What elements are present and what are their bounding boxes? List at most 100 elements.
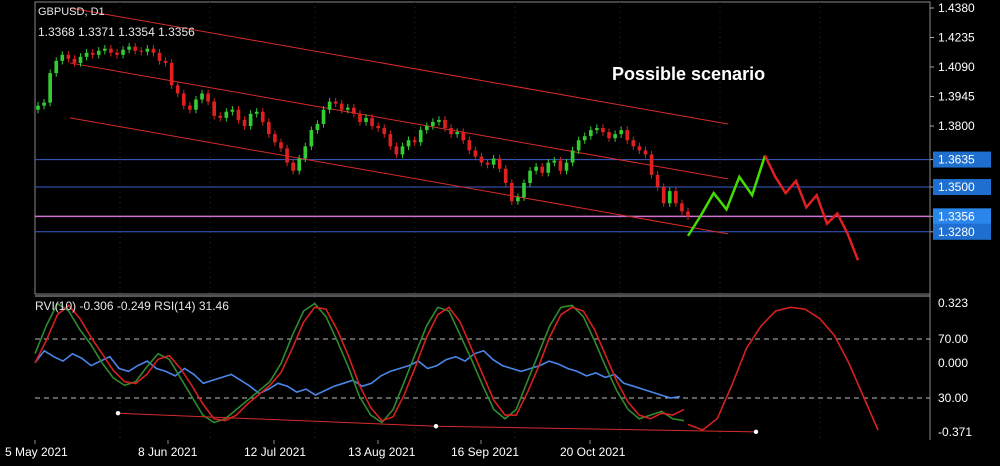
level-layer	[35, 159, 930, 233]
candle-body	[661, 187, 666, 204]
candle	[473, 146, 478, 161]
candle	[84, 49, 89, 61]
candle	[352, 104, 356, 118]
candle-body	[406, 140, 411, 147]
price-badge-6	[933, 179, 991, 196]
candle	[443, 116, 447, 132]
candle-body	[376, 126, 381, 129]
candle	[607, 128, 611, 142]
candle-body	[224, 111, 229, 118]
candle	[327, 97, 332, 114]
candle-body	[418, 130, 423, 143]
candle	[339, 99, 344, 114]
candle	[437, 116, 441, 126]
candle-body	[686, 211, 690, 217]
candle-body	[637, 146, 642, 151]
candle-body	[200, 93, 204, 100]
candle-body	[370, 117, 374, 126]
candle	[601, 124, 605, 136]
ohlc-label: 1.3368 1.3371 1.3354 1.3356	[38, 25, 195, 39]
candle-body	[497, 158, 502, 169]
candle-body	[455, 132, 459, 135]
candle	[175, 81, 180, 98]
candle	[552, 156, 557, 167]
candle-body	[625, 130, 630, 141]
candle	[625, 126, 630, 144]
axis-layer: 1.4380 1.4235 1.4090 1.3945 1.3800 1.3635 1.35…	[5, 1, 991, 459]
candle	[503, 165, 508, 187]
candle	[78, 53, 83, 67]
scenario-annotation: Possible scenario	[612, 64, 766, 84]
candle	[546, 158, 551, 177]
candle-body	[139, 50, 144, 52]
candle-body	[279, 142, 283, 149]
candle-body	[558, 160, 563, 171]
candle-body	[333, 101, 338, 104]
candle	[510, 179, 514, 205]
candle	[406, 136, 411, 151]
candle	[467, 136, 472, 155]
candle	[109, 45, 113, 57]
candle	[224, 108, 229, 122]
candle-body	[303, 146, 308, 159]
candle-body	[467, 140, 472, 151]
candle-body	[582, 136, 587, 141]
candle	[66, 51, 71, 63]
candle-body	[431, 121, 435, 126]
price-tick-label-2: 1.4090	[938, 60, 975, 74]
price-tick-label-7: 1.3356	[938, 209, 975, 223]
price-tick-label-6: 1.3500	[938, 180, 975, 194]
candle-body	[175, 85, 180, 94]
candle	[564, 158, 569, 175]
price-tick-label-5: 1.3635	[938, 153, 975, 167]
candle-body	[443, 119, 447, 129]
candle-body	[254, 111, 259, 114]
candle-body	[424, 126, 429, 131]
candle	[358, 110, 362, 126]
candle-body	[54, 60, 59, 74]
candle-body	[84, 52, 89, 57]
channel-layer	[69, 7, 729, 235]
candle	[619, 126, 623, 138]
candle-body	[655, 174, 660, 188]
candle-body	[90, 52, 95, 55]
candle-body	[285, 148, 289, 163]
candle-body	[528, 170, 532, 183]
candle-body	[667, 191, 672, 204]
candle-body	[607, 132, 611, 139]
candle	[431, 118, 435, 130]
candle	[461, 128, 466, 144]
candle-body	[248, 113, 253, 126]
candle-body	[479, 156, 484, 163]
candle-body	[345, 107, 350, 110]
candle-body	[473, 150, 478, 157]
candle-body	[680, 203, 684, 212]
candle	[388, 130, 393, 151]
candle-body	[181, 93, 186, 106]
candle	[279, 138, 283, 153]
candle-body	[194, 99, 198, 110]
date-label-5: 20 Oct 2021	[560, 445, 626, 459]
candle	[121, 46, 125, 59]
candle	[297, 154, 302, 175]
price-tick-label-4: 1.3800	[938, 119, 975, 133]
candle-body	[72, 58, 77, 63]
candle-body	[96, 50, 101, 55]
candle-body	[570, 150, 575, 163]
candle-body	[649, 154, 654, 175]
candle-body	[212, 101, 216, 116]
candle	[534, 163, 538, 175]
candle-body	[42, 102, 46, 106]
price-badge-5	[933, 151, 991, 168]
candle-body	[394, 146, 399, 155]
candle-body	[151, 48, 156, 53]
candle-body	[48, 73, 52, 103]
divergence-point	[753, 429, 759, 435]
divergence-point	[115, 411, 121, 416]
date-label-0: 5 May 2021	[5, 445, 68, 459]
candle	[528, 167, 532, 187]
candle-body	[260, 111, 265, 122]
candle	[54, 57, 59, 77]
